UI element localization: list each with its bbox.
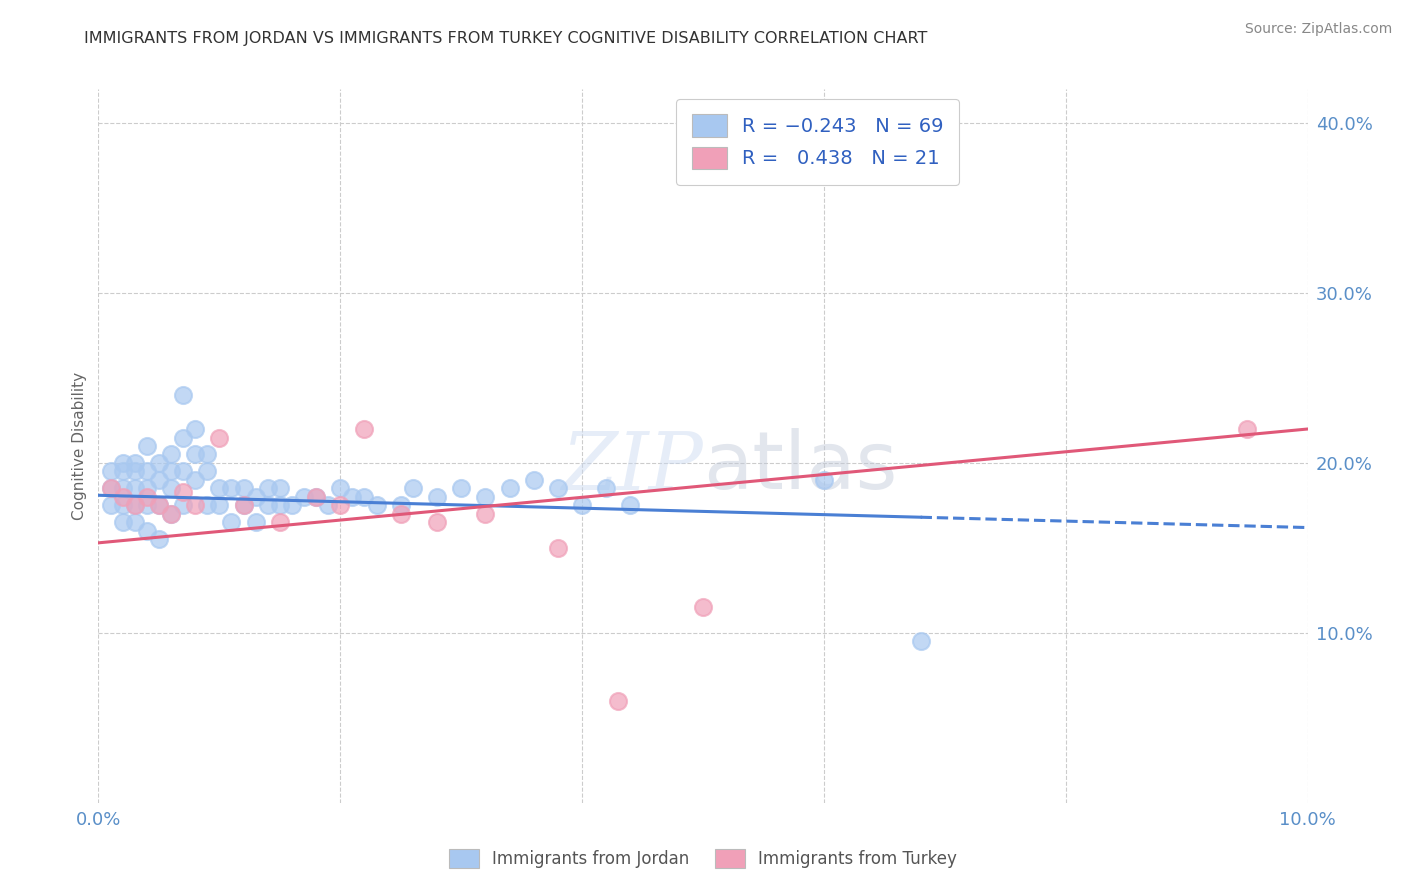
Point	[547, 541, 569, 555]
Point	[111, 490, 134, 504]
Point	[389, 507, 412, 521]
Y-axis label: Cognitive Disability: Cognitive Disability	[72, 372, 87, 520]
Point	[111, 482, 134, 496]
Point	[172, 484, 194, 499]
Point	[232, 499, 254, 513]
Point	[910, 634, 932, 648]
Point	[607, 694, 630, 708]
Point	[100, 482, 122, 496]
Point	[172, 465, 194, 479]
Point	[124, 456, 146, 470]
Point	[184, 422, 207, 436]
Point	[426, 516, 449, 530]
Text: atlas: atlas	[703, 428, 897, 507]
Point	[595, 482, 617, 496]
Point	[172, 499, 194, 513]
Point	[450, 482, 472, 496]
Point	[245, 516, 267, 530]
Point	[172, 388, 194, 402]
Point	[124, 516, 146, 530]
Point	[111, 456, 134, 470]
Point	[208, 430, 231, 444]
Point	[256, 482, 278, 496]
Point	[111, 499, 134, 513]
Point	[172, 430, 194, 444]
Point	[523, 473, 546, 487]
Point	[100, 465, 122, 479]
Point	[124, 499, 146, 513]
Legend: Immigrants from Jordan, Immigrants from Turkey: Immigrants from Jordan, Immigrants from …	[443, 842, 963, 875]
Point	[124, 499, 146, 513]
Point	[245, 490, 267, 504]
Point	[353, 422, 375, 436]
Point	[148, 499, 170, 513]
Point	[232, 482, 254, 496]
Point	[208, 499, 231, 513]
Point	[498, 482, 520, 496]
Text: IMMIGRANTS FROM JORDAN VS IMMIGRANTS FROM TURKEY COGNITIVE DISABILITY CORRELATIO: IMMIGRANTS FROM JORDAN VS IMMIGRANTS FRO…	[84, 31, 928, 46]
Point	[305, 490, 328, 504]
Point	[148, 533, 170, 547]
Point	[571, 499, 593, 513]
Point	[474, 507, 496, 521]
Point	[389, 499, 412, 513]
Point	[316, 499, 339, 513]
Point	[329, 499, 352, 513]
Point	[124, 465, 146, 479]
Point	[342, 490, 364, 504]
Point	[135, 482, 157, 496]
Point	[148, 499, 170, 513]
Point	[148, 456, 170, 470]
Point	[195, 499, 218, 513]
Point	[619, 499, 641, 513]
Point	[292, 490, 315, 504]
Point	[135, 439, 157, 453]
Point	[426, 490, 449, 504]
Point	[305, 490, 328, 504]
Point	[269, 516, 291, 530]
Point	[100, 499, 122, 513]
Text: Source: ZipAtlas.com: Source: ZipAtlas.com	[1244, 22, 1392, 37]
Point	[111, 516, 134, 530]
Point	[135, 499, 157, 513]
Point	[184, 448, 207, 462]
Point	[160, 507, 183, 521]
Point	[402, 482, 425, 496]
Point	[813, 473, 835, 487]
Point	[124, 482, 146, 496]
Text: ZIP: ZIP	[561, 429, 703, 506]
Point	[160, 482, 183, 496]
Point	[221, 516, 243, 530]
Point	[135, 465, 157, 479]
Point	[269, 499, 291, 513]
Point	[256, 499, 278, 513]
Point	[353, 490, 375, 504]
Point	[366, 499, 388, 513]
Point	[160, 465, 183, 479]
Point	[269, 482, 291, 496]
Point	[1236, 422, 1258, 436]
Point	[135, 524, 157, 538]
Point	[160, 507, 183, 521]
Point	[184, 499, 207, 513]
Point	[547, 482, 569, 496]
Point	[111, 465, 134, 479]
Point	[692, 600, 714, 615]
Point	[184, 473, 207, 487]
Point	[232, 499, 254, 513]
Point	[148, 473, 170, 487]
Point	[160, 448, 183, 462]
Legend: R = −0.243   N = 69, R =   0.438   N = 21: R = −0.243 N = 69, R = 0.438 N = 21	[676, 99, 959, 185]
Point	[221, 482, 243, 496]
Point	[281, 499, 304, 513]
Point	[195, 465, 218, 479]
Point	[208, 482, 231, 496]
Point	[329, 482, 352, 496]
Point	[474, 490, 496, 504]
Point	[195, 448, 218, 462]
Point	[135, 490, 157, 504]
Point	[100, 482, 122, 496]
